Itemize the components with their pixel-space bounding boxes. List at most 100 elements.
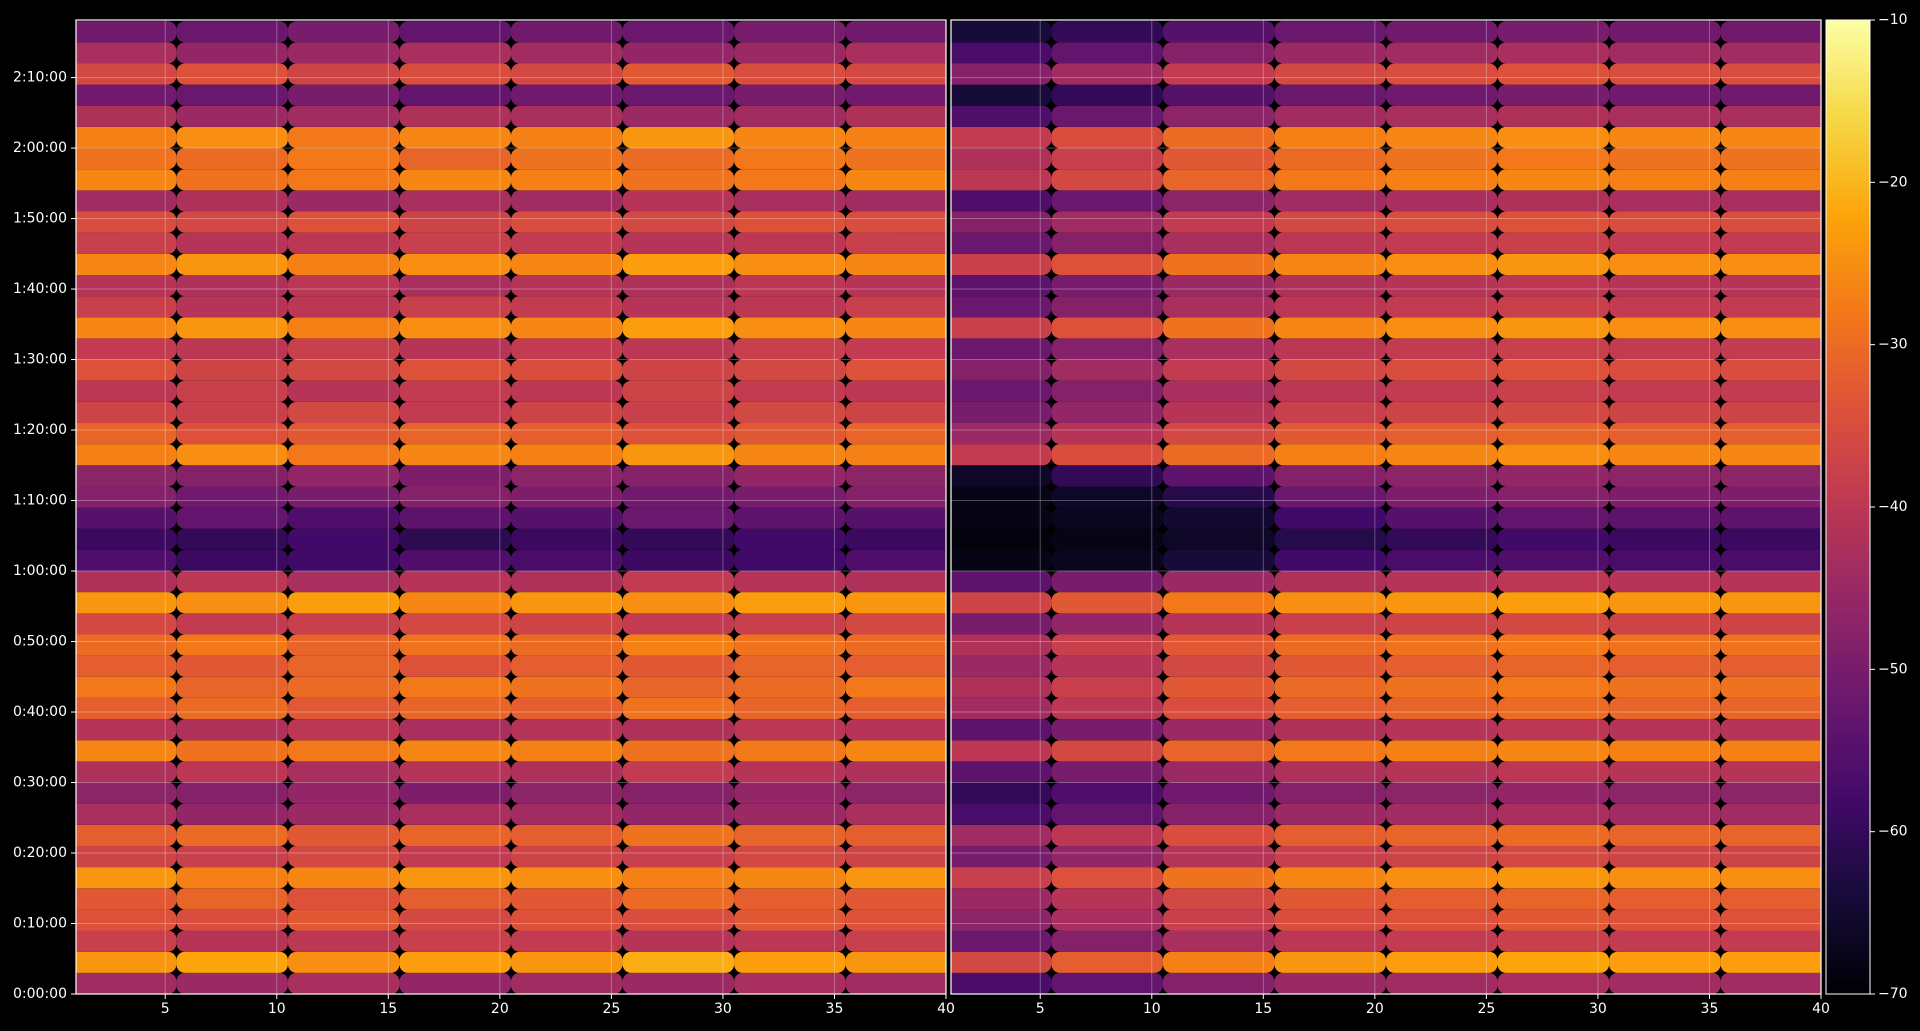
- heatmap-cell: [951, 909, 1052, 931]
- heatmap-cell: [734, 465, 846, 487]
- heatmap-cell: [951, 761, 1052, 783]
- heatmap-cell: [1720, 655, 1821, 677]
- heatmap-cell: [511, 253, 623, 275]
- heatmap-cell: [622, 465, 735, 487]
- heatmap-cell: [76, 105, 177, 127]
- heatmap-cell: [1162, 105, 1275, 127]
- heatmap-cell: [1720, 253, 1821, 275]
- heatmap-cell: [1051, 528, 1163, 550]
- heatmap-cell: [287, 592, 400, 614]
- heatmap-cell: [1162, 845, 1275, 868]
- heatmap-cell: [511, 803, 623, 825]
- heatmap-cell: [399, 232, 511, 254]
- heatmap-cell: [622, 719, 735, 741]
- heatmap-cell: [951, 845, 1052, 868]
- heatmap-cell: [951, 444, 1052, 466]
- heatmap-cell: [1386, 190, 1498, 212]
- heatmap-cell: [399, 21, 511, 43]
- heatmap-cell: [1720, 232, 1821, 254]
- heatmap-cell: [1386, 317, 1498, 339]
- heatmap-cell: [1497, 253, 1610, 275]
- heatmap-cell: [1609, 126, 1721, 149]
- heatmap-cell: [951, 592, 1052, 614]
- heatmap-cell: [399, 888, 511, 910]
- heatmap-cell: [176, 148, 288, 170]
- panel-frame: [950, 19, 1822, 995]
- heatmap-cell: [511, 655, 623, 677]
- heatmap-cell: [1609, 42, 1721, 64]
- heatmap-cell: [622, 63, 735, 85]
- heatmap-cell: [1051, 719, 1163, 741]
- heatmap-cell: [1720, 972, 1821, 994]
- heatmap-cell: [176, 719, 288, 741]
- heatmap-cell: [1386, 422, 1498, 445]
- heatmap-cell: [951, 105, 1052, 127]
- heatmap-cell: [399, 972, 511, 994]
- heatmap-cell: [287, 63, 400, 85]
- heatmap-cell: [76, 444, 177, 466]
- heatmap-cell: [734, 63, 846, 85]
- heatmap-cell: [511, 148, 623, 170]
- heatmap-cell: [1162, 401, 1275, 423]
- heatmap-cell: [622, 655, 735, 677]
- heatmap-cell: [1386, 63, 1498, 85]
- x-tick-label: 15: [1254, 1001, 1272, 1017]
- heatmap-cell: [734, 232, 846, 254]
- heatmap-cell: [76, 63, 177, 85]
- heatmap-cell: [622, 21, 735, 43]
- heatmap-cell: [1274, 740, 1386, 762]
- heatmap-cell: [287, 740, 400, 762]
- x-tick-label: 15: [379, 1001, 397, 1017]
- heatmap-cell: [1162, 486, 1275, 508]
- heatmap-cell: [951, 422, 1052, 445]
- heatmap-cell: [734, 761, 846, 783]
- heatmap-cell: [287, 211, 400, 233]
- heatmap-cell: [76, 719, 177, 741]
- heatmap-cell: [176, 401, 288, 423]
- heatmap-cell: [1051, 824, 1163, 846]
- heatmap-cell: [1274, 888, 1386, 910]
- x-tick-label: 5: [161, 1001, 170, 1017]
- heatmap-cell: [845, 972, 946, 994]
- heatmap-cell: [1497, 211, 1610, 233]
- heatmap-cell: [845, 338, 946, 360]
- heatmap-cell: [1274, 359, 1386, 381]
- heatmap-cell: [1720, 21, 1821, 43]
- heatmap-cell: [734, 169, 846, 191]
- heatmap-cell: [287, 190, 400, 212]
- heatmap-cell: [76, 528, 177, 550]
- heatmap-cell: [511, 359, 623, 381]
- heatmap-cell: [1386, 274, 1498, 297]
- heatmap-cell: [951, 21, 1052, 43]
- heatmap-cell: [1274, 761, 1386, 783]
- heatmap-cell: [76, 782, 177, 804]
- heatmap-cell: [951, 401, 1052, 423]
- heatmap-cell: [1162, 634, 1275, 656]
- heatmap-cell: [622, 888, 735, 910]
- heatmap-cell: [511, 42, 623, 64]
- heatmap-cell: [734, 401, 846, 423]
- x-tick-label: 25: [1477, 1001, 1495, 1017]
- heatmap-cell: [845, 676, 946, 698]
- heatmap-cell: [1720, 507, 1821, 529]
- heatmap-cell: [845, 422, 946, 445]
- heatmap-cell: [76, 296, 177, 318]
- heatmap-cell: [951, 126, 1052, 149]
- heatmap-cell: [1274, 930, 1386, 952]
- heatmap-cell: [76, 190, 177, 212]
- heatmap-cell: [511, 401, 623, 423]
- heatmap-cell: [1051, 359, 1163, 381]
- y-tick-label: 0:50:00: [13, 634, 67, 650]
- heatmap-cell: [511, 888, 623, 910]
- heatmap-cell: [951, 63, 1052, 85]
- heatmap-cell: [76, 803, 177, 825]
- heatmap-cell: [176, 42, 288, 64]
- heatmap-cell: [1497, 84, 1610, 106]
- heatmap-cell: [1386, 719, 1498, 741]
- heatmap-cell: [1386, 613, 1498, 635]
- y-tick-label: 0:10:00: [13, 916, 67, 932]
- heatmap-cell: [1497, 190, 1610, 212]
- heatmap-cell: [287, 253, 400, 275]
- heatmap-cell: [622, 444, 735, 466]
- heatmap-cell: [1720, 338, 1821, 360]
